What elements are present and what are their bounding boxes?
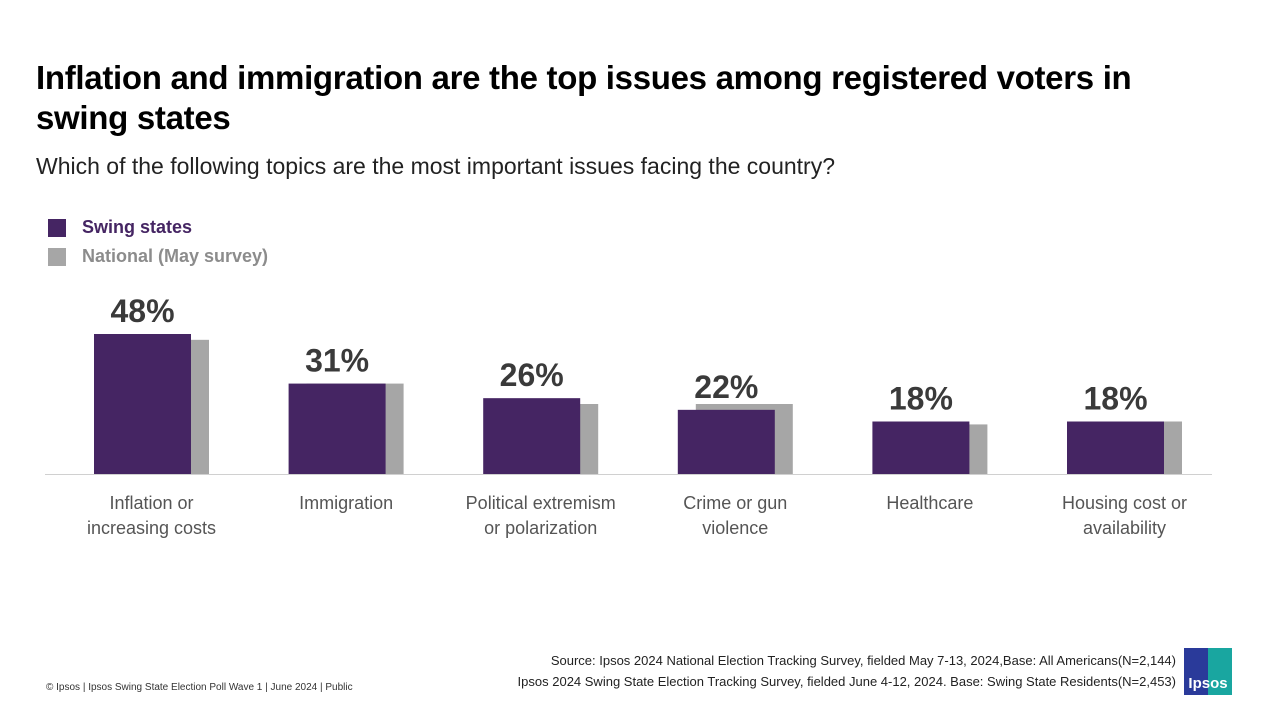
legend-label-swing: Swing states bbox=[82, 217, 193, 237]
legend-national: National (May survey) bbox=[48, 242, 268, 271]
bar-swing bbox=[94, 334, 191, 474]
page-title: Inflation and immigration are the top is… bbox=[36, 59, 1132, 136]
category-label: violence bbox=[702, 518, 768, 538]
category-label: availability bbox=[1083, 518, 1166, 538]
category-label: Crime or gun bbox=[683, 493, 787, 513]
category-label: Immigration bbox=[299, 493, 393, 513]
bar-swing bbox=[1067, 421, 1164, 474]
data-label: 18% bbox=[889, 381, 953, 417]
bar-swing bbox=[872, 421, 970, 474]
data-label: 22% bbox=[694, 369, 758, 405]
chart-subtitle: Which of the following topics are the mo… bbox=[36, 153, 836, 179]
legend-swatch-swing bbox=[48, 218, 66, 237]
category-label: Inflation or bbox=[109, 493, 193, 513]
legend-swatch-national bbox=[48, 247, 66, 266]
category-label: increasing costs bbox=[87, 518, 216, 538]
data-label: 18% bbox=[1083, 381, 1147, 417]
ipsos-logo: Ipsos bbox=[1184, 648, 1232, 695]
data-label: 26% bbox=[500, 357, 564, 393]
category-label: Political extremism bbox=[466, 493, 616, 513]
legend: Swing states National (May survey) bbox=[48, 213, 268, 271]
data-label: 48% bbox=[110, 293, 174, 329]
bar-swing bbox=[483, 398, 581, 474]
source-line: Source: Ipsos 2024 National Election Tra… bbox=[550, 653, 1176, 668]
data-label: 31% bbox=[305, 343, 369, 379]
category-label: or polarization bbox=[484, 518, 597, 538]
footer: © Ipsos | Ipsos Swing State Election Pol… bbox=[46, 682, 353, 693]
category-label: Housing cost or bbox=[1062, 493, 1187, 513]
source-line: Ipsos 2024 Swing State Election Tracking… bbox=[517, 674, 1176, 689]
bar-swing bbox=[677, 409, 775, 474]
source-note: Source: Ipsos 2024 National Election Tra… bbox=[518, 650, 1176, 692]
bar-swing bbox=[288, 383, 386, 474]
category-label: Healthcare bbox=[886, 493, 973, 513]
legend-swing: Swing states bbox=[48, 213, 268, 242]
legend-label-national: National (May survey) bbox=[82, 246, 269, 266]
